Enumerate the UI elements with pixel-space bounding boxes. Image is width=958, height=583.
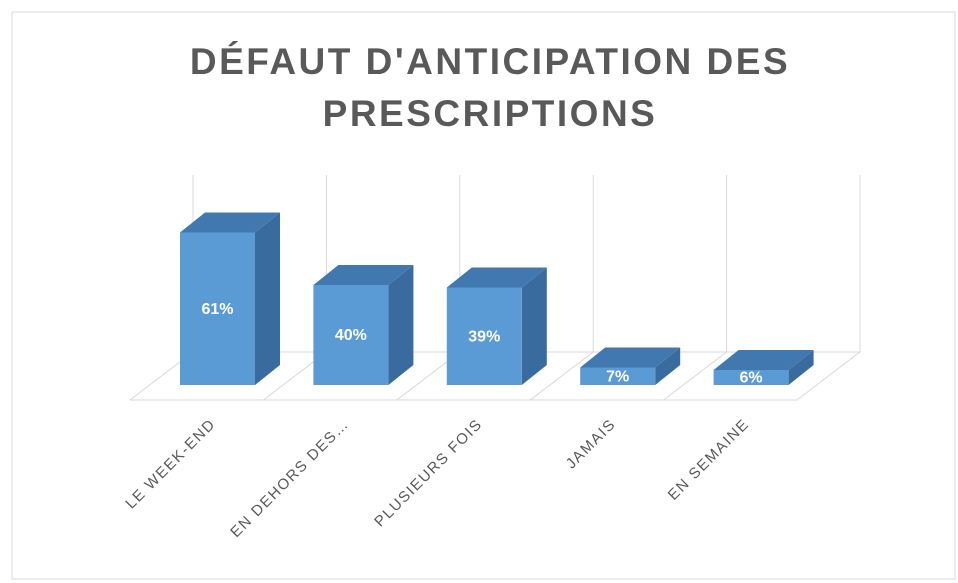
bar-side [521, 267, 547, 385]
floor-line [796, 351, 861, 401]
bar-top [580, 347, 681, 368]
data-label: 39% [468, 328, 500, 345]
floor-line [663, 351, 727, 401]
bar-top [713, 350, 814, 370]
floor-line [529, 351, 594, 401]
data-label: 61% [201, 301, 233, 318]
bar-side [255, 212, 280, 385]
bar-side [655, 347, 681, 385]
data-label: 40% [335, 327, 367, 344]
bar [180, 232, 255, 385]
bar-side [388, 265, 414, 385]
data-label: 6% [740, 370, 763, 387]
bar-top [180, 212, 280, 233]
bar [313, 285, 389, 385]
bar [446, 287, 522, 385]
bar [713, 370, 789, 385]
bar-top [313, 265, 414, 285]
bar-top [446, 267, 547, 288]
chart-title: DÉFAUT D'ANTICIPATION DES PRESCRIPTIONS [189, 41, 791, 134]
data-label: 7% [606, 368, 629, 385]
bar [580, 367, 656, 385]
bar-side [788, 350, 814, 385]
